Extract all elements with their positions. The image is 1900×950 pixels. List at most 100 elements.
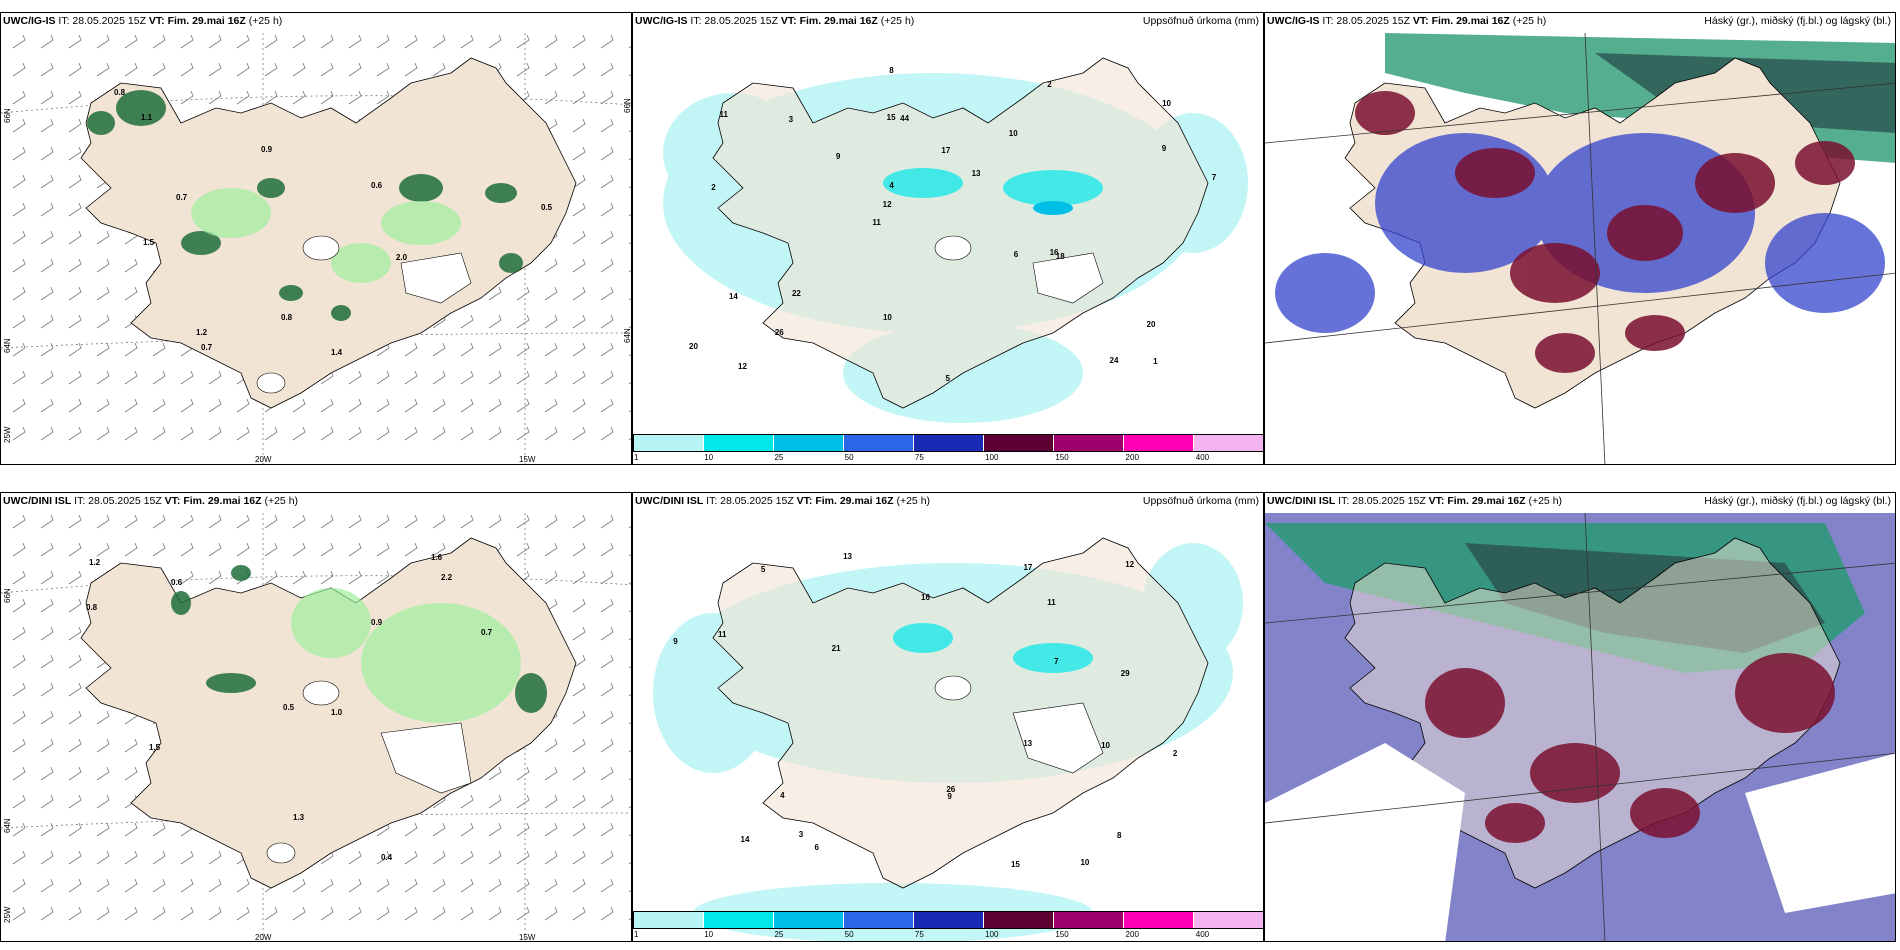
wind-barb [180,906,194,921]
wind-barb [12,710,26,725]
wind-barb [348,878,362,893]
precip-amount: 22 [791,289,801,299]
wind-barb [236,90,250,105]
graticule [1265,32,1895,464]
wind-barb [12,598,26,613]
wind-barb [320,34,334,49]
wind-barb [600,570,614,585]
wind-barb [152,342,166,357]
legend-label: 75 [914,453,924,462]
wind-barb [600,850,614,865]
low-cloud [1425,653,1835,843]
wind-barb [404,370,418,385]
wind-barb [572,626,586,641]
precip-amount: 18 [1055,251,1065,261]
precip-amount: 6 [814,842,819,852]
wind-barb [152,878,166,893]
precip-legend-labels: 1 10 25 50 75 100 150 200 400 [633,453,1263,463]
wind-barb [152,34,166,49]
shower-label: 1.5 [149,743,161,752]
legend-label: 75 [914,930,924,939]
shower-label: 0.4 [381,853,393,862]
wind-barb [124,542,138,557]
wind-barb [292,62,306,77]
wind-barb [12,286,26,301]
wind-barb [544,286,558,301]
legend-swatch [984,912,1054,928]
precip-amount: 13 [971,169,981,179]
wind-barb [40,738,54,753]
wind-barb [68,570,82,585]
wind-barb [124,878,138,893]
shower-label: 0.6 [171,578,183,587]
wind-barb [432,906,446,921]
wind-barb [264,34,278,49]
precip-amount: 20 [1146,320,1156,330]
wind-barb [600,342,614,357]
wind-barb [460,514,474,529]
precip-amount: 17 [1023,562,1033,572]
wind-barb [68,398,82,413]
legend-swatch [634,912,704,928]
wind-barb [404,62,418,77]
wind-barb [12,542,26,557]
wind-barb [432,62,446,77]
wind-barb [292,398,306,413]
wind-barb [516,370,530,385]
wind-barb [68,906,82,921]
wind-barb [40,822,54,837]
wind-barb [320,570,334,585]
wind-barb [460,878,474,893]
legend-swatch [1194,912,1263,928]
panel-header: UWC/DINI ISL IT: 28.05.2025 15Z VT: Fim.… [1267,495,1563,507]
precip-amount: 6 [1013,249,1019,259]
wind-barb [460,426,474,441]
wind-barb [600,398,614,413]
wind-barb [152,822,166,837]
wind-barb [516,342,530,357]
wind-barb [180,90,194,105]
wind-barb [348,542,362,557]
wind-barb [348,34,362,49]
precip-amount: 10 [882,313,892,323]
wind-barb [12,906,26,921]
wind-barb [600,426,614,441]
wind-barb [572,850,586,865]
wind-barb [12,398,26,413]
wind-barb [516,542,530,557]
wind-barb [124,766,138,781]
wind-barb [40,906,54,921]
wind-barb [40,258,54,273]
wind-barb [264,514,278,529]
wind-barb [460,342,474,357]
wind-barb [208,426,222,441]
legend-label: 200 [1125,453,1139,462]
wind-barb [376,426,390,441]
lon-label: 25W [3,906,12,923]
wind-barb [432,34,446,49]
precip-amount: 21 [831,644,841,654]
wind-barb [68,514,82,529]
precip-amount: 2 [1047,80,1052,89]
precip-amount: 13 [843,552,852,562]
wind-barb [320,514,334,529]
wind-barb [96,822,110,837]
wind-barb [292,426,306,441]
shower-label: 1.4 [331,348,343,357]
wind-barb [488,766,502,781]
shower-label: 1.5 [143,238,155,247]
wind-barb [544,398,558,413]
wind-barb [432,822,446,837]
wind-barb [404,542,418,557]
wind-barb [40,570,54,585]
wind-barb [600,822,614,837]
precip-amount: 24 [1109,356,1119,366]
wind-barb [12,62,26,77]
wind-barb [488,342,502,357]
shower-label: 0.7 [176,193,188,202]
wind-barb [404,850,418,865]
wind-barb [544,514,558,529]
map-canvas [1265,32,1895,464]
wind-barb [292,906,306,921]
wind-barb [12,258,26,273]
